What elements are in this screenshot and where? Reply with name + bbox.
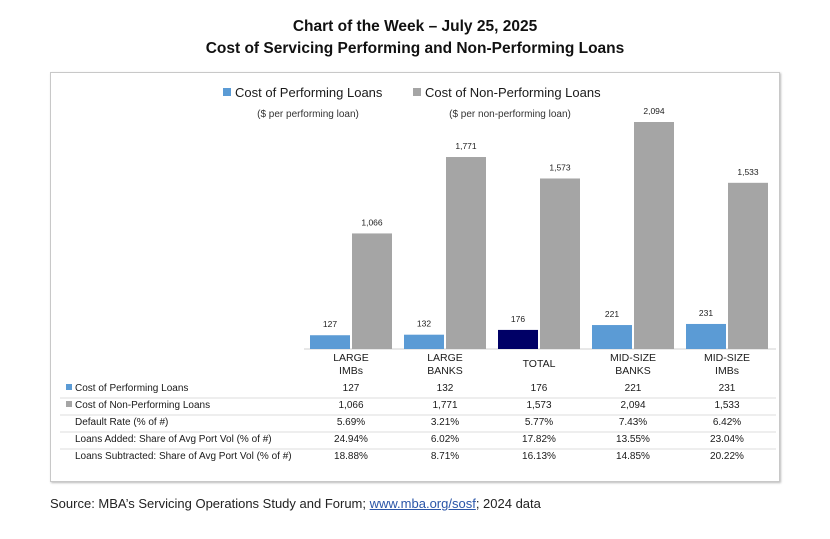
row-value: 16.13% xyxy=(522,451,556,462)
data-table: Cost of Performing Loans 127 132 176 221 231C… xyxy=(60,383,776,462)
row-value: 1,573 xyxy=(526,400,551,411)
category-label: LARGE xyxy=(333,352,369,364)
row-value: 1,771 xyxy=(432,400,457,411)
row-marker-performing xyxy=(66,384,72,390)
category-label: MID-SIZE xyxy=(610,352,656,364)
legend-label-nonperforming: Cost of Non-Performing Loans xyxy=(425,85,601,100)
bar-performing-3 xyxy=(592,325,632,349)
category-label: MID-SIZE xyxy=(704,352,750,364)
table-row: Cost of Non-Performing Loans 1,066 1,771 1,… xyxy=(60,400,776,416)
bar-nonperforming-2 xyxy=(540,178,580,349)
table-row: Cost of Performing Loans 127 132 176 221 231 xyxy=(60,383,776,399)
bar-nonperforming-3 xyxy=(634,122,674,349)
bar-nonperforming-0 xyxy=(352,233,392,349)
row-value: 24.94% xyxy=(334,434,368,445)
row-value: 7.43% xyxy=(619,417,647,428)
row-value: 2,094 xyxy=(620,400,645,411)
row-value: 127 xyxy=(343,383,360,394)
bar-performing-4 xyxy=(686,323,726,349)
bar-value-label: 1,533 xyxy=(737,167,759,177)
bar-performing-0 xyxy=(310,335,350,349)
row-value: 5.69% xyxy=(337,417,365,428)
bar-value-label: 2,094 xyxy=(643,106,665,116)
bar-performing-2 xyxy=(498,329,538,349)
table-row: Loans Subtracted: Share of Avg Port Vol … xyxy=(75,451,744,462)
category-label: LARGE xyxy=(427,352,463,364)
category-label: IMBs xyxy=(339,365,363,377)
row-label: Cost of Non-Performing Loans xyxy=(75,400,210,411)
legend-sublabel-nonperforming: ($ per non-performing loan) xyxy=(449,109,571,120)
row-label: Loans Subtracted: Share of Avg Port Vol … xyxy=(75,451,292,462)
bar-value-label: 1,066 xyxy=(361,217,383,227)
row-value: 20.22% xyxy=(710,451,744,462)
row-label: Loans Added: Share of Avg Port Vol (% of… xyxy=(75,434,272,445)
bars: 127 1,066 132 1,771 176 1,573 221 2,094 231 1,533 xyxy=(310,106,768,349)
chart-frame xyxy=(50,72,780,482)
category-label: IMBs xyxy=(715,365,739,377)
category-label: TOTAL xyxy=(523,358,556,370)
row-value: 17.82% xyxy=(522,434,556,445)
source-link[interactable]: www.mba.org/sosf xyxy=(369,496,476,511)
row-label: Default Rate (% of #) xyxy=(75,417,168,428)
row-value: 5.77% xyxy=(525,417,553,428)
legend-swatch-nonperforming xyxy=(413,88,421,96)
table-row: Loans Added: Share of Avg Port Vol (% of… xyxy=(60,434,776,450)
row-label: Cost of Performing Loans xyxy=(75,383,188,394)
bar-performing-1 xyxy=(404,334,444,349)
bar-nonperforming-4 xyxy=(728,182,768,349)
bar-value-label: 221 xyxy=(605,309,619,319)
row-value: 18.88% xyxy=(334,451,368,462)
row-value: 14.85% xyxy=(616,451,650,462)
chart-title-line1: Chart of the Week – July 25, 2025 xyxy=(292,18,538,35)
row-value: 23.04% xyxy=(710,434,744,445)
row-value: 3.21% xyxy=(431,417,459,428)
bar-value-label: 1,771 xyxy=(455,141,477,151)
bar-value-label: 1,573 xyxy=(549,162,571,172)
row-value: 1,066 xyxy=(338,400,363,411)
row-value: 13.55% xyxy=(616,434,650,445)
chart-title-line2: Cost of Servicing Performing and Non-Per… xyxy=(205,40,625,57)
row-value: 8.71% xyxy=(431,451,459,462)
source-note: Source: MBA’s Servicing Operations Study… xyxy=(50,496,541,511)
row-marker-nonperforming xyxy=(66,401,72,407)
row-value: 6.02% xyxy=(431,434,459,445)
legend-sublabel-performing: ($ per performing loan) xyxy=(257,109,359,120)
bar-value-label: 127 xyxy=(323,319,337,329)
source-prefix: Source: MBA’s Servicing Operations Study… xyxy=(50,496,370,511)
bar-value-label: 132 xyxy=(417,319,431,329)
row-value: 231 xyxy=(719,383,736,394)
table-row: Default Rate (% of #) 5.69% 3.21% 5.77% 7.43… xyxy=(60,417,776,433)
row-value: 132 xyxy=(437,383,454,394)
category-label: BANKS xyxy=(615,365,651,377)
row-value: 1,533 xyxy=(714,400,739,411)
bar-nonperforming-1 xyxy=(446,157,486,349)
bar-value-label: 176 xyxy=(511,314,525,324)
category-label: BANKS xyxy=(427,365,463,377)
row-value: 221 xyxy=(625,383,642,394)
legend-label-performing: Cost of Performing Loans xyxy=(235,85,383,100)
source-suffix: ; 2024 data xyxy=(475,496,541,511)
row-value: 6.42% xyxy=(713,417,741,428)
row-value: 176 xyxy=(531,383,548,394)
bar-value-label: 231 xyxy=(699,308,713,318)
legend-swatch-performing xyxy=(223,88,231,96)
legend: Cost of Performing Loans ($ per performi… xyxy=(223,85,601,120)
